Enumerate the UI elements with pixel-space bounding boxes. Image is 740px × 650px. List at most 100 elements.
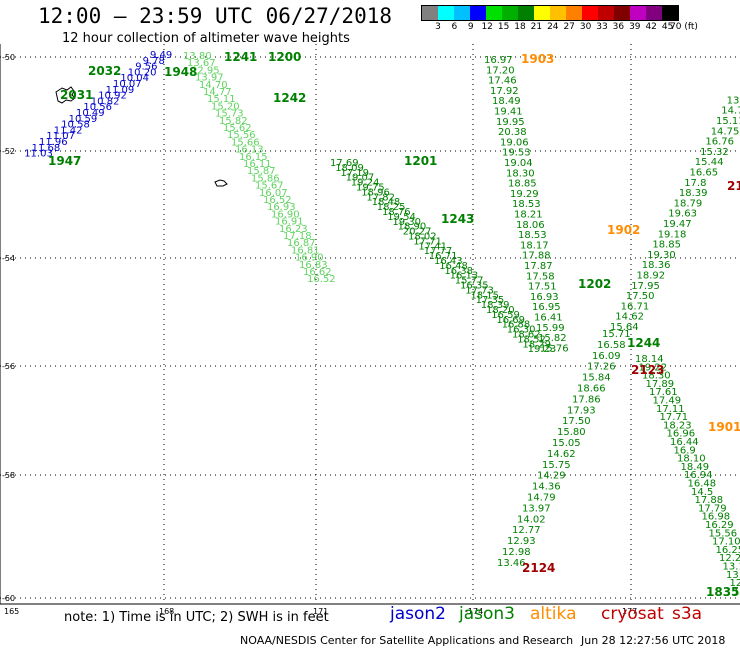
jason3-swh-value: 16.91 [275,217,304,228]
jason3-swh-value: 17.50 [626,291,655,302]
jason3-swh-value: 16.15 [239,152,268,163]
jason3-swh-value: 15.77 [455,276,484,287]
legend-jason2: jason2 [390,604,446,624]
legend-note: note: 1) Time is in UTC; 2) SWH is in fe… [64,610,329,625]
jason3-swh-value: 18.25 [377,202,406,213]
jason3-swh-value: 13.67 [187,58,216,69]
cryosat-time-label: 2124 [522,561,555,575]
latitude-tick-label: -58 [2,471,15,480]
jason3-swh-value: 17.20 [486,65,515,76]
jason2-swh-value: 11.03 [24,149,53,160]
jason3-swh-value: 18.17 [520,240,549,251]
jason3-swh-value: 17.26 [587,362,616,373]
jason3-swh-value: 17.79 [698,503,727,514]
jason3-swh-value: 17.89 [646,379,675,390]
jason3-swh-value: 15.75 [542,460,571,471]
jason3-swh-value: 15.11 [207,94,236,105]
jason3-swh-value: 19.54 [387,212,416,223]
longitude-tick-label: -174 [465,607,483,616]
jason3-swh-value: 19.04 [504,158,533,169]
jason2-swh-value: 10.04 [120,73,149,84]
jason3-swh-value: 16.09 [592,351,621,362]
jason3-swh-value: 17.35 [476,295,505,306]
jason2-swh-value: 9.56 [135,62,157,73]
jason3-swh-value: 19.41 [494,107,523,118]
jason3-swh-value: 12.89 [730,578,740,589]
jason3-swh-value: 17.92 [490,86,519,97]
jason3-swh-value: 13.18 [723,562,740,573]
jason3-swh-value: 18.21 [514,210,543,221]
color-scale-swatch [486,6,502,20]
jason2-swh-value: 10.56 [83,102,112,113]
jason3-swh-value: 18.62 [512,330,541,341]
campbell-island [214,179,228,187]
color-scale-swatch [502,6,518,20]
jason3-time-label: 1202 [578,277,611,291]
map-subtitle: 12 hour collection of altimeter wave hei… [62,31,350,46]
jason3-swh-value: 19.95 [496,117,525,128]
altika-time-label: 1901 [708,420,740,434]
jason3-swh-value: 14.70 [199,80,228,91]
jason3-swh-value: 18.85 [508,179,537,190]
jason3-swh-value: 19.06 [500,137,529,148]
latitude-tick-label: -60 [2,594,15,603]
jason3-swh-value: 17.61 [649,387,678,398]
color-scale-label: 70 (ft) [670,22,698,32]
jason3-swh-value: 16.59 [491,310,520,321]
jason2-swh-value: 9.49 [150,50,172,61]
color-scale-label: 6 [451,22,458,32]
jason3-swh-value: 16.98 [702,512,731,523]
jason3-time-label: 1242 [273,91,306,105]
jason3-time-label: 1835 [706,585,739,599]
color-scale-swatch [566,6,582,20]
jason3-time-label: 2031 [60,88,93,102]
jason3-time-label: 1947 [48,154,81,168]
color-scale-label: 27 [563,22,575,32]
color-scale-swatch [534,6,550,20]
color-scale-labels: 3 6 9 12 15 18 21 24 27 30 33 36 39 42 45 70 (ft) [421,21,698,33]
jason3-swh-value: 16.25 [716,545,740,556]
jason3-swh-value: 12.93 [507,536,536,547]
jason3-swh-value: 18.30 [506,168,535,179]
jason3-swh-value: 18.90 [398,222,427,233]
jason3-swh-value: 13.97 [522,503,551,514]
jason3-swh-value: 17.71 [660,412,689,423]
jason3-swh-value: 14.77 [721,106,740,117]
color-scale-label: 30 [579,22,592,32]
jason3-swh-value: 17.73 [465,285,494,296]
jason3-swh-value: 17.71 [413,236,442,247]
satellite-tracks: 9.499.789.5610.2010.0410.0711.0910.9210.… [24,50,740,599]
jason3-swh-value: 14.62 [547,449,576,460]
jason3-swh-value: 19.47 [663,219,692,230]
color-scale-swatch [646,6,662,20]
jason3-swh-value: 16.97 [484,55,513,66]
jason2-swh-value: 11.42 [54,125,83,136]
jason3-swh-value: 16.71 [429,251,458,262]
color-scale-swatch [582,6,598,20]
jason3-swh-value: 19.18 [658,229,687,240]
jason3-swh-value: 16.30 [507,325,536,336]
longitude-tick-label: 165 [4,607,19,616]
jason3-swh-value: 15.86 [251,173,280,184]
jason3-swh-value: 13.57 [733,586,740,597]
color-scale-swatch [614,6,630,20]
jason3-swh-value: 16.62 [303,267,332,278]
jason2-swh-value: 10.20 [128,67,157,78]
color-scale-label: 24 [547,22,559,32]
jason3-swh-value: 16.93 [530,292,559,303]
jason2-swh-value: 11.07 [46,131,75,142]
color-scale-label: 33 [596,22,608,32]
jason3-swh-value: 14.79 [527,493,556,504]
jason3-swh-value: 17.51 [528,282,557,293]
jason3-swh-value: 16.76 [705,137,734,148]
latitude-tick-label: -52 [2,147,15,156]
jason3-swh-value: 16.83 [299,260,328,271]
jason2-swh-value: 10.82 [91,96,120,107]
cryosat-time-label: 21 [727,179,740,193]
latitude-tick-label: -54 [2,254,15,263]
jason3-swh-value: 17.41 [418,241,447,252]
jason3-swh-value: 16.58 [597,340,626,351]
color-scale-swatches [421,5,679,21]
color-scale-swatch [630,6,646,20]
wave-height-color-scale: 3 6 9 12 15 18 21 24 27 30 33 36 39 42 45 70 (ft) [421,5,698,33]
